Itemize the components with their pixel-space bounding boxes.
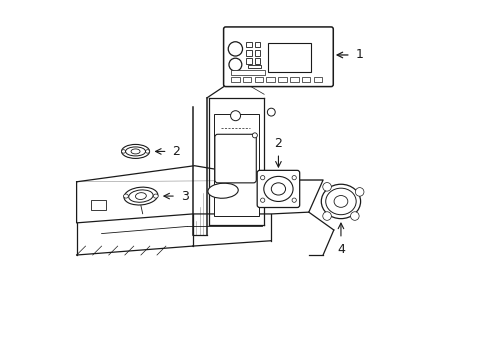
Ellipse shape xyxy=(271,183,285,195)
Ellipse shape xyxy=(145,150,149,153)
Circle shape xyxy=(260,198,264,202)
Bar xyxy=(231,77,239,82)
Text: 3: 3 xyxy=(180,190,188,203)
Bar xyxy=(254,58,260,64)
Circle shape xyxy=(228,58,242,71)
Ellipse shape xyxy=(207,183,238,198)
Ellipse shape xyxy=(325,188,355,215)
Ellipse shape xyxy=(263,176,292,202)
Text: 1: 1 xyxy=(355,49,363,62)
Bar xyxy=(91,201,106,210)
Bar xyxy=(214,114,258,216)
FancyBboxPatch shape xyxy=(223,27,333,87)
Ellipse shape xyxy=(125,147,145,156)
Ellipse shape xyxy=(122,150,125,153)
Text: 2: 2 xyxy=(172,145,180,158)
Bar xyxy=(289,77,298,82)
Ellipse shape xyxy=(135,193,146,199)
Ellipse shape xyxy=(333,195,347,207)
Bar xyxy=(266,77,274,82)
FancyBboxPatch shape xyxy=(214,134,256,183)
Ellipse shape xyxy=(128,190,153,202)
FancyBboxPatch shape xyxy=(257,170,299,207)
Circle shape xyxy=(228,42,242,56)
Text: 2: 2 xyxy=(274,137,282,150)
Ellipse shape xyxy=(321,184,360,219)
Bar xyxy=(231,70,264,75)
Circle shape xyxy=(291,198,296,202)
Circle shape xyxy=(355,188,363,196)
Circle shape xyxy=(322,212,331,220)
Bar xyxy=(301,77,310,82)
Circle shape xyxy=(252,133,257,138)
Circle shape xyxy=(230,111,240,121)
Ellipse shape xyxy=(153,194,158,198)
Bar xyxy=(313,77,322,82)
Bar xyxy=(243,77,251,82)
Bar xyxy=(254,42,260,48)
Circle shape xyxy=(291,176,296,180)
Bar xyxy=(254,50,260,56)
Circle shape xyxy=(322,183,331,191)
Circle shape xyxy=(267,108,275,116)
Bar xyxy=(246,50,252,56)
Bar xyxy=(248,64,260,68)
Ellipse shape xyxy=(122,144,149,158)
Circle shape xyxy=(260,176,264,180)
Ellipse shape xyxy=(124,187,158,205)
Text: 4: 4 xyxy=(336,243,344,256)
Bar xyxy=(246,58,252,64)
Bar xyxy=(246,42,252,48)
Bar xyxy=(278,77,286,82)
Ellipse shape xyxy=(123,194,128,198)
Ellipse shape xyxy=(131,149,140,154)
Circle shape xyxy=(350,212,358,220)
Bar xyxy=(267,43,310,72)
Bar xyxy=(254,77,263,82)
